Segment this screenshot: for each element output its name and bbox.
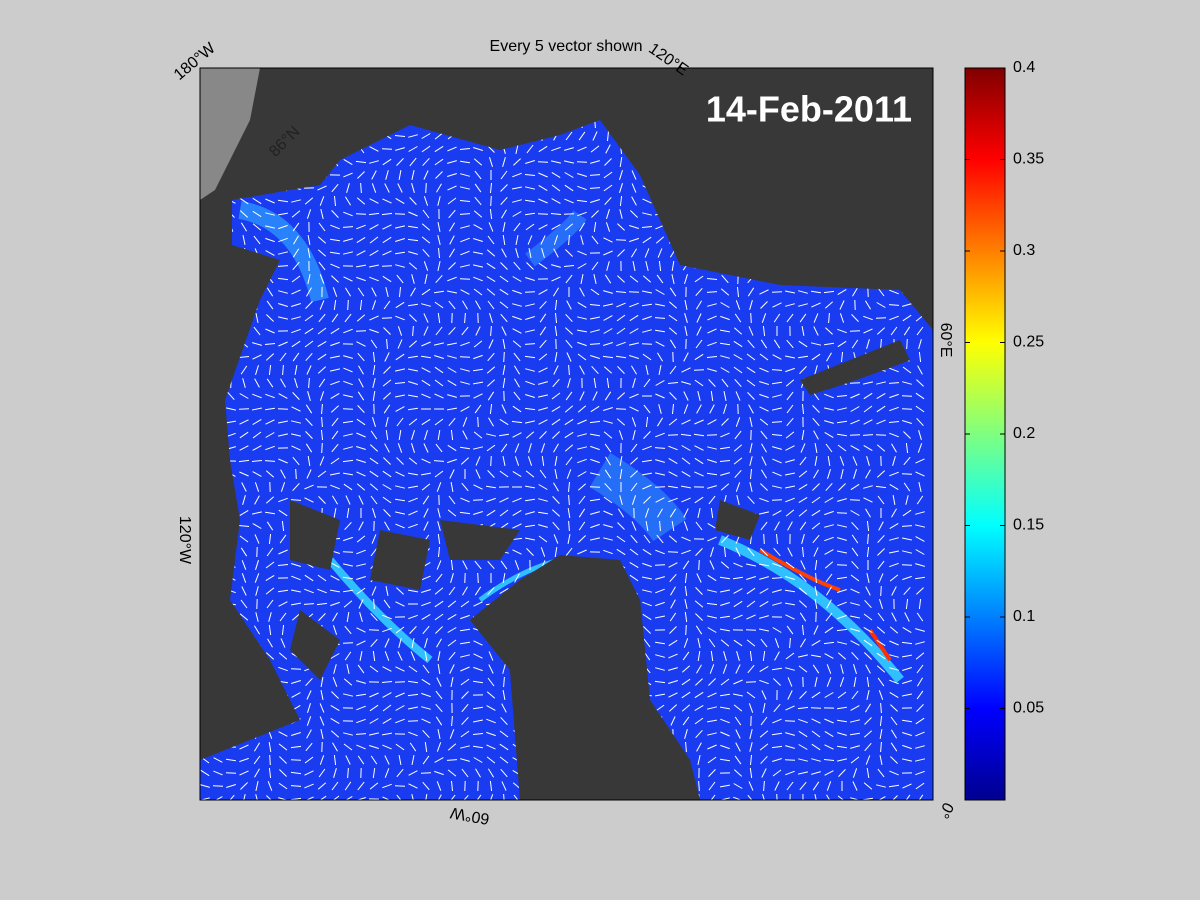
lon-label: 60°W	[448, 803, 491, 827]
colorbar-tick-label: 0.2	[1013, 425, 1035, 442]
date-label: 14-Feb-2011	[706, 89, 912, 130]
islands	[290, 500, 760, 680]
novaya-zemlya	[800, 340, 910, 395]
colorbar-tick-label: 0.3	[1013, 242, 1035, 259]
land-outside	[200, 68, 260, 200]
map-title: Every 5 vector shown	[490, 38, 643, 55]
lon-label: 0°	[934, 799, 956, 821]
colorbar-tick-label: 0.15	[1013, 517, 1044, 534]
colorbar-tick-label: 0.05	[1013, 700, 1044, 717]
colorbar-scale	[964, 67, 1006, 801]
lon-label: 60°E	[937, 323, 954, 358]
map-frame	[199, 67, 934, 801]
map: Every 5 vector shown 14-Feb-2011 180°W 1…	[171, 38, 957, 827]
colorbar-tick-label: 0.25	[1013, 334, 1044, 351]
lon-label: 120°W	[176, 516, 193, 565]
colorbar-tick-label: 0.35	[1013, 151, 1044, 168]
greenland	[470, 560, 700, 800]
colorbar-tick-label: 0.1	[1013, 608, 1035, 625]
colorbar: 0.05 0.1 0.15 0.2 0.25 0.3 0.35 0.4	[964, 59, 1044, 801]
colorbar-tick-label: 0.4	[1013, 59, 1035, 76]
